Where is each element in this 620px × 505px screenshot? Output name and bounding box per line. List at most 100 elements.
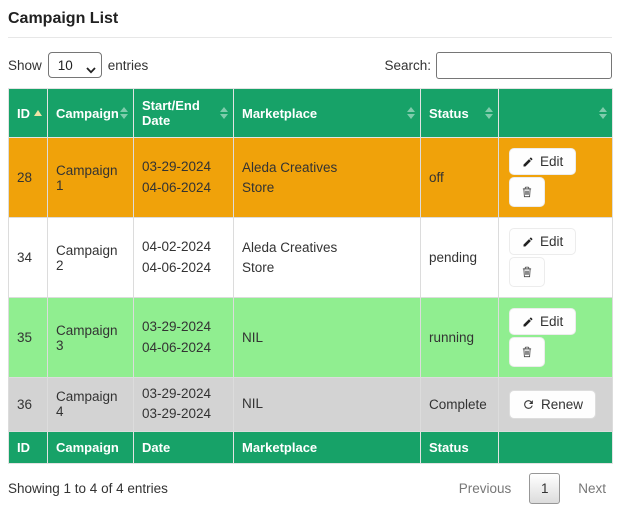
search-input[interactable] <box>436 51 612 79</box>
footer-column-id: ID <box>8 430 48 464</box>
cell-marketplace: NIL <box>233 377 421 432</box>
edit-label: Edit <box>540 153 564 169</box>
cell-id: 28 <box>8 137 48 218</box>
cell-actions: Edit <box>498 297 613 378</box>
cell-marketplace: NIL <box>233 297 421 378</box>
cell-id: 34 <box>8 217 48 298</box>
cell-campaign: Campaign 4 <box>47 377 134 432</box>
delete-button[interactable] <box>509 337 545 368</box>
footer-column-date: Date <box>133 430 234 464</box>
column-label: Campaign <box>56 105 119 121</box>
table-row-campaign-1: 28 Campaign 1 03-29-2024 04-06-2024 Aled… <box>8 137 613 218</box>
table-row-campaign-3: 35 Campaign 3 03-29-2024 04-06-2024 NIL … <box>8 297 613 378</box>
cell-campaign: Campaign 3 <box>47 297 134 378</box>
cell-dates: 04-02-2024 04-06-2024 <box>133 217 234 298</box>
cell-status: off <box>420 137 499 218</box>
search-label: Search: <box>384 57 431 73</box>
cell-id: 35 <box>8 297 48 378</box>
marketplace-text: Aleda Creatives Store <box>242 239 338 275</box>
column-label: Status <box>429 105 469 121</box>
edit-label: Edit <box>540 233 564 249</box>
sort-both-icon <box>407 107 415 119</box>
marketplace-text: Aleda Creatives Store <box>242 159 338 195</box>
cell-marketplace: Aleda Creatives Store <box>233 217 421 298</box>
edit-label: Edit <box>540 313 564 329</box>
delete-button[interactable] <box>509 177 545 208</box>
column-header-actions[interactable] <box>498 88 613 138</box>
refresh-icon <box>522 398 535 411</box>
table-info-bar: Showing 1 to 4 of 4 entries Previous 1 N… <box>8 473 612 505</box>
cell-actions: Edit <box>498 217 613 298</box>
renew-label: Renew <box>541 396 584 412</box>
table-row-campaign-4: 36 Campaign 4 03-29-2024 03-29-2024 NIL … <box>8 377 613 432</box>
campaign-table: ID Campaign Start/End Date Marketplace S… <box>8 88 613 464</box>
end-date: 04-06-2024 <box>142 179 212 195</box>
next-page-button[interactable]: Next <box>578 481 606 496</box>
cell-actions: Edit <box>498 137 613 218</box>
column-label: Marketplace <box>242 105 318 121</box>
footer-column-campaign: Campaign <box>47 430 134 464</box>
start-date: 03-29-2024 <box>142 319 212 335</box>
column-label: Start/End Date <box>142 98 200 128</box>
cell-dates: 03-29-2024 04-06-2024 <box>133 297 234 378</box>
cell-campaign: Campaign 2 <box>47 217 134 298</box>
footer-column-status: Status <box>420 430 499 464</box>
footer-column-marketplace: Marketplace <box>233 430 421 464</box>
cell-dates: 03-29-2024 03-29-2024 <box>133 377 234 432</box>
end-date: 04-06-2024 <box>142 259 212 275</box>
cell-status: pending <box>420 217 499 298</box>
cell-campaign: Campaign 1 <box>47 137 134 218</box>
start-date: 04-02-2024 <box>142 239 212 255</box>
page-title: Campaign List <box>8 10 119 27</box>
table-footer: ID Campaign Date Marketplace Status <box>8 430 613 464</box>
start-date: 03-29-2024 <box>142 159 212 175</box>
cell-dates: 03-29-2024 04-06-2024 <box>133 137 234 218</box>
entries-info: Showing 1 to 4 of 4 entries <box>8 481 168 496</box>
sort-both-icon <box>599 107 607 119</box>
footer-column-actions <box>498 430 613 464</box>
marketplace-text: NIL <box>242 329 264 345</box>
show-label: Show <box>8 57 42 73</box>
search-control: Search: <box>384 51 612 79</box>
entries-label: entries <box>107 57 149 73</box>
page-length-select-box: 10 <box>47 52 102 78</box>
divider <box>8 37 612 38</box>
pencil-icon <box>522 236 534 248</box>
pencil-icon <box>522 316 534 328</box>
start-date: 03-29-2024 <box>142 386 212 401</box>
table-controls: Show 10 entries Search: <box>8 51 612 79</box>
table-body: 28 Campaign 1 03-29-2024 04-06-2024 Aled… <box>8 137 613 432</box>
edit-button[interactable]: Edit <box>509 227 577 256</box>
column-header-date[interactable]: Start/End Date <box>133 88 234 138</box>
pagination: Previous 1 Next <box>453 473 612 504</box>
sort-both-icon <box>120 107 128 119</box>
marketplace-text: NIL <box>242 396 264 412</box>
sort-both-icon <box>220 107 228 119</box>
sort-both-icon <box>485 107 493 119</box>
cell-status: Complete <box>420 377 499 432</box>
previous-page-button[interactable]: Previous <box>458 481 512 496</box>
trash-icon <box>521 265 533 279</box>
cell-status: running <box>420 297 499 378</box>
column-header-campaign[interactable]: Campaign <box>47 88 134 138</box>
cell-actions: Renew <box>498 377 613 432</box>
cell-marketplace: Aleda Creatives Store <box>233 137 421 218</box>
column-header-status[interactable]: Status <box>420 88 499 138</box>
edit-button[interactable]: Edit <box>509 147 577 176</box>
trash-icon <box>521 185 533 199</box>
trash-icon <box>521 345 533 359</box>
column-header-id[interactable]: ID <box>8 88 48 138</box>
sort-asc-icon <box>34 110 42 116</box>
delete-button[interactable] <box>509 257 545 288</box>
cell-id: 36 <box>8 377 48 432</box>
column-label: ID <box>17 105 30 121</box>
page-length-control: Show 10 entries <box>8 52 148 78</box>
column-header-marketplace[interactable]: Marketplace <box>233 88 421 138</box>
end-date: 04-06-2024 <box>142 339 212 355</box>
renew-button[interactable]: Renew <box>509 389 597 419</box>
page-length-select[interactable]: 10 <box>47 52 102 78</box>
pencil-icon <box>522 156 534 168</box>
edit-button[interactable]: Edit <box>509 307 577 336</box>
page-number-button[interactable]: 1 <box>529 473 561 504</box>
table-row-campaign-2: 34 Campaign 2 04-02-2024 04-06-2024 Aled… <box>8 217 613 298</box>
